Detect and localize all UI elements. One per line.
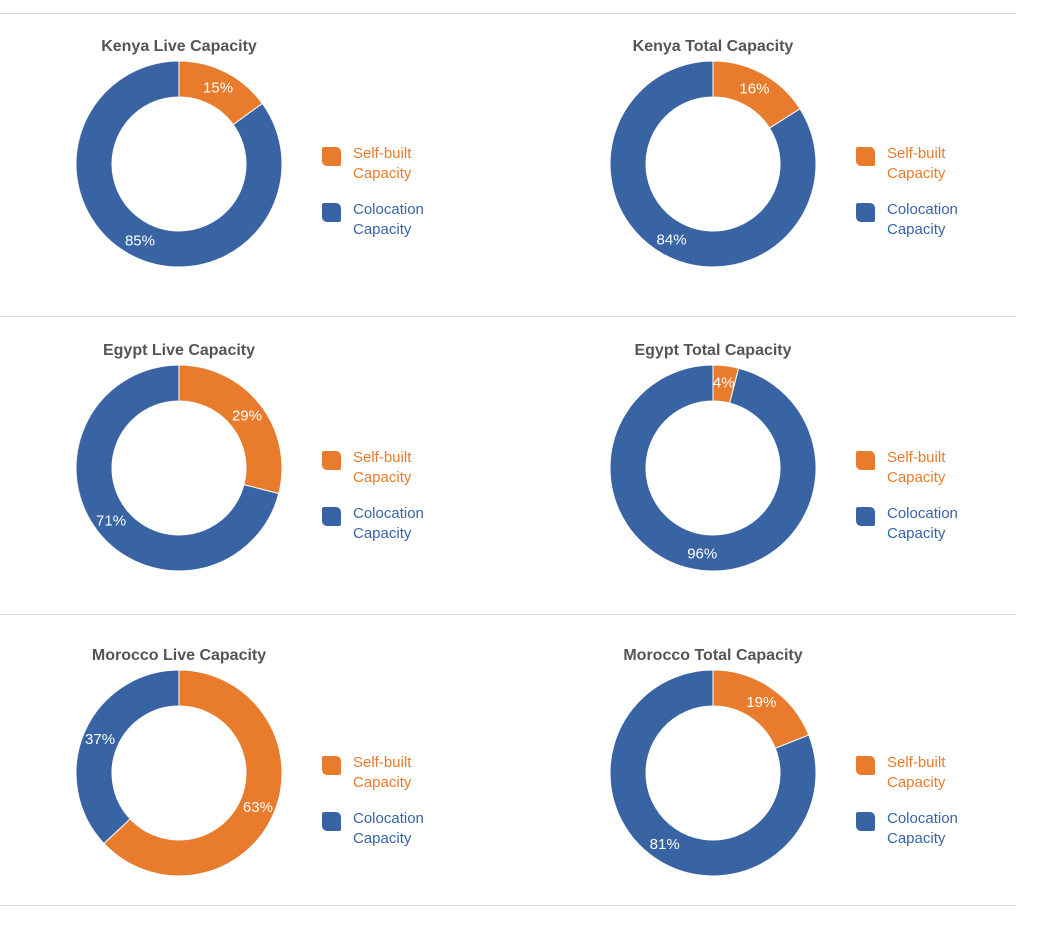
legend-item-colocation[interactable]: Colocation Capacity — [856, 504, 997, 544]
legend-item-colocation[interactable]: Colocation Capacity — [322, 504, 463, 544]
divider-2 — [0, 614, 1016, 615]
morocco-live-capacity-self-built-data-label: 63% — [243, 799, 273, 816]
morocco-total-capacity-self-built-data-label: 19% — [746, 694, 776, 711]
morocco-total-capacity-title: Morocco Total Capacity — [623, 647, 803, 664]
egypt-live-capacity-self-built-data-label: 29% — [232, 407, 262, 424]
kenya-total-capacity-self-built-data-label: 16% — [739, 81, 769, 98]
morocco-live-capacity-colocation-data-label: 37% — [85, 731, 115, 748]
morocco-live-capacity-legend: Self-built Capacity Colocation Capacity — [322, 753, 463, 865]
kenya-total-capacity-title: Kenya Total Capacity — [632, 38, 794, 55]
kenya-total-capacity-legend: Self-built Capacity Colocation Capacity — [856, 144, 997, 256]
kenya-live-capacity-colocation-slice[interactable] — [75, 60, 283, 268]
legend-swatch-self-built — [856, 147, 875, 166]
kenya-total-capacity-chart: Kenya Total Capacity 16% 84% Self-built Cap… — [609, 38, 1052, 338]
kenya-total-capacity-colocation-data-label: 84% — [657, 231, 687, 248]
legend-item-colocation[interactable]: Colocation Capacity — [856, 200, 997, 240]
egypt-total-capacity-chart: Egypt Total Capacity 4% 96% Self-built Capa… — [609, 342, 1052, 642]
legend-label-self-built: Self-built Capacity — [353, 145, 412, 182]
legend-item-colocation[interactable]: Colocation Capacity — [856, 809, 997, 849]
legend-label-colocation: Colocation Capacity — [887, 810, 958, 847]
legend-label-colocation: Colocation Capacity — [887, 505, 958, 542]
egypt-live-capacity-colocation-data-label: 71% — [96, 513, 126, 530]
legend-item-colocation[interactable]: Colocation Capacity — [322, 200, 463, 240]
legend-swatch-self-built — [322, 756, 341, 775]
morocco-live-capacity-colocation-slice[interactable] — [75, 669, 180, 845]
legend-item-self-built[interactable]: Self-built Capacity — [322, 753, 463, 793]
morocco-total-capacity-chart: Morocco Total Capacity 19% 81% Self-built C… — [609, 647, 1052, 947]
kenya-live-capacity-donut: 15% 85% — [75, 60, 283, 268]
kenya-live-capacity-title: Kenya Live Capacity — [101, 38, 257, 55]
legend-item-self-built[interactable]: Self-built Capacity — [856, 448, 997, 488]
egypt-total-capacity-donut: 4% 96% — [609, 364, 817, 572]
legend-swatch-self-built — [856, 451, 875, 470]
legend-label-self-built: Self-built Capacity — [353, 449, 412, 486]
divider-top — [0, 13, 1016, 14]
egypt-live-capacity-legend: Self-built Capacity Colocation Capacity — [322, 448, 463, 560]
kenya-live-capacity-chart: Kenya Live Capacity 15% 85% Self-built Capa… — [75, 38, 596, 338]
kenya-total-capacity-colocation-slice[interactable] — [609, 60, 817, 268]
legend-swatch-colocation — [856, 507, 875, 526]
legend-swatch-self-built — [322, 451, 341, 470]
legend-label-colocation: Colocation Capacity — [887, 201, 958, 238]
morocco-live-capacity-title: Morocco Live Capacity — [91, 647, 267, 664]
egypt-total-capacity-self-built-data-label: 4% — [713, 375, 735, 392]
egypt-live-capacity-chart: Egypt Live Capacity 29% 71% Self-built Capa… — [75, 342, 596, 642]
legend-swatch-self-built — [856, 756, 875, 775]
legend-item-self-built[interactable]: Self-built Capacity — [322, 144, 463, 184]
legend-label-colocation: Colocation Capacity — [353, 505, 424, 542]
egypt-total-capacity-colocation-data-label: 96% — [687, 545, 717, 562]
kenya-live-capacity-colocation-data-label: 85% — [125, 233, 155, 250]
legend-item-self-built[interactable]: Self-built Capacity — [856, 753, 997, 793]
morocco-total-capacity-donut: 19% 81% — [609, 669, 817, 877]
egypt-live-capacity-title: Egypt Live Capacity — [102, 342, 256, 359]
legend-label-self-built: Self-built Capacity — [887, 145, 946, 182]
morocco-total-capacity-colocation-data-label: 81% — [650, 836, 680, 853]
morocco-live-capacity-chart: Morocco Live Capacity 63% 37% Self-built Ca… — [75, 647, 596, 947]
legend-label-self-built: Self-built Capacity — [353, 754, 412, 791]
morocco-live-capacity-donut: 63% 37% — [75, 669, 283, 877]
egypt-live-capacity-donut: 29% 71% — [75, 364, 283, 572]
divider-1 — [0, 316, 1016, 317]
kenya-live-capacity-self-built-data-label: 15% — [203, 79, 233, 96]
legend-item-self-built[interactable]: Self-built Capacity — [322, 448, 463, 488]
egypt-total-capacity-title: Egypt Total Capacity — [634, 342, 792, 359]
legend-swatch-colocation — [322, 507, 341, 526]
egypt-live-capacity-colocation-slice[interactable] — [75, 364, 280, 572]
legend-label-self-built: Self-built Capacity — [887, 754, 946, 791]
legend-label-self-built: Self-built Capacity — [887, 449, 946, 486]
legend-swatch-colocation — [856, 812, 875, 831]
morocco-total-capacity-legend: Self-built Capacity Colocation Capacity — [856, 753, 997, 865]
legend-swatch-colocation — [322, 812, 341, 831]
legend-swatch-self-built — [322, 147, 341, 166]
egypt-live-capacity-self-built-slice[interactable] — [178, 364, 283, 495]
kenya-live-capacity-legend: Self-built Capacity Colocation Capacity — [322, 144, 463, 256]
egypt-total-capacity-colocation-slice[interactable] — [609, 364, 817, 572]
kenya-total-capacity-donut: 16% 84% — [609, 60, 817, 268]
egypt-total-capacity-legend: Self-built Capacity Colocation Capacity — [856, 448, 997, 560]
morocco-total-capacity-colocation-slice[interactable] — [609, 669, 817, 877]
legend-item-self-built[interactable]: Self-built Capacity — [856, 144, 997, 184]
legend-swatch-colocation — [322, 203, 341, 222]
divider-bottom — [0, 905, 1016, 906]
morocco-live-capacity-self-built-slice[interactable] — [103, 669, 283, 877]
legend-item-colocation[interactable]: Colocation Capacity — [322, 809, 463, 849]
legend-label-colocation: Colocation Capacity — [353, 201, 424, 238]
legend-label-colocation: Colocation Capacity — [353, 810, 424, 847]
legend-swatch-colocation — [856, 203, 875, 222]
